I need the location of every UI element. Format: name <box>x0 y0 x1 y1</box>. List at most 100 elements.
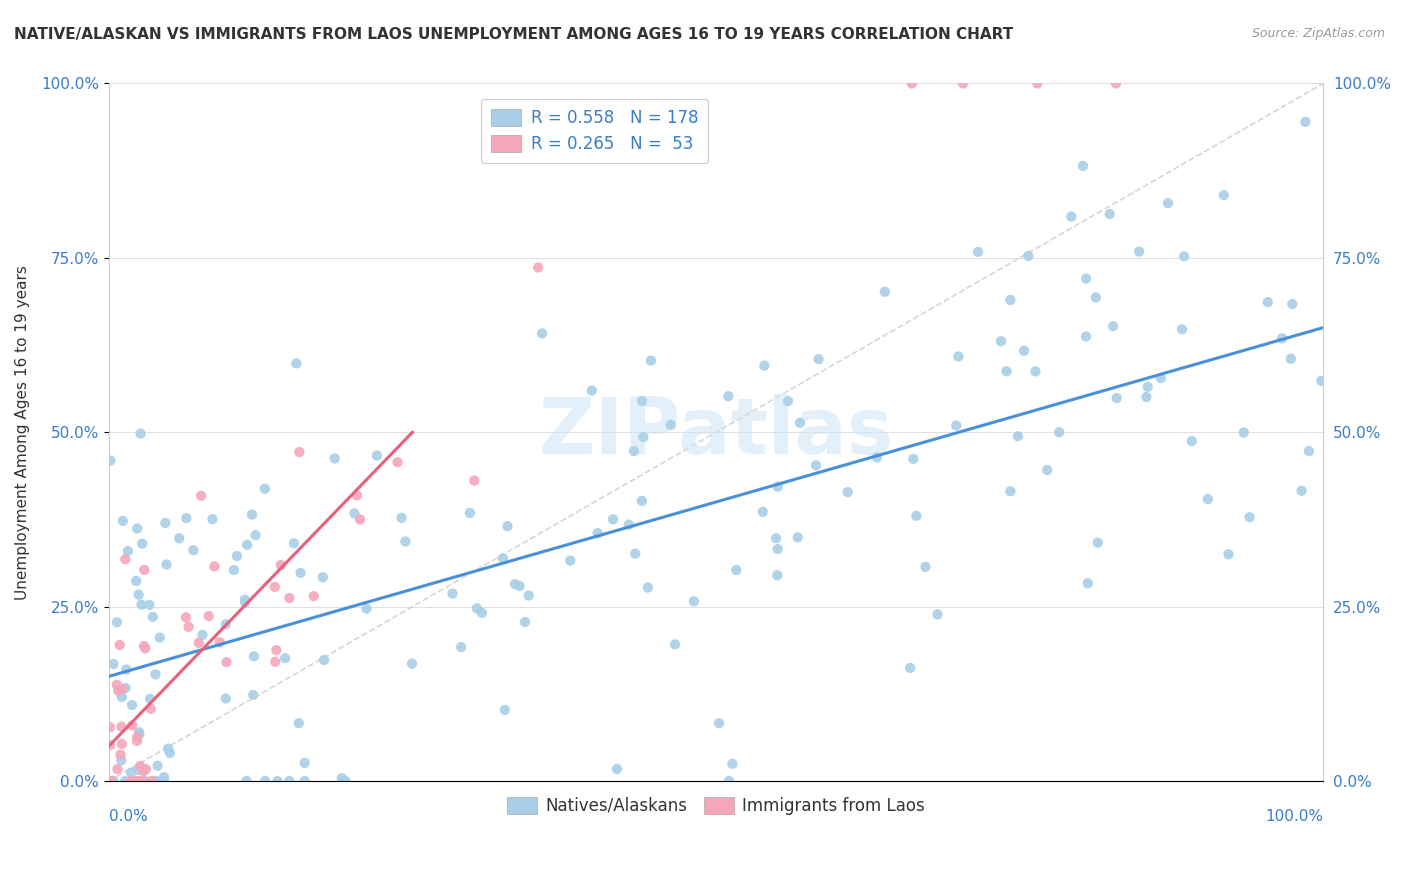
Point <box>264 655 287 669</box>
Point <box>127 763 149 777</box>
Point <box>134 774 156 789</box>
Point <box>1047 425 1070 440</box>
Point <box>288 716 311 731</box>
Point <box>285 356 308 370</box>
Point <box>1291 483 1313 498</box>
Point <box>146 758 169 772</box>
Point <box>1105 77 1128 91</box>
Point <box>235 774 257 789</box>
Point <box>945 418 967 433</box>
Point <box>215 617 238 632</box>
Point <box>283 536 305 550</box>
Point <box>1281 297 1303 311</box>
Point <box>776 394 799 409</box>
Point <box>128 588 150 602</box>
Point <box>135 762 157 776</box>
Point <box>98 774 121 789</box>
Point <box>215 691 238 706</box>
Point <box>110 753 132 767</box>
Point <box>1017 249 1039 263</box>
Point <box>131 598 153 612</box>
Point <box>132 764 155 779</box>
Point <box>134 563 156 577</box>
Point <box>121 718 143 732</box>
Point <box>131 774 153 789</box>
Point <box>100 774 122 789</box>
Point <box>602 512 624 526</box>
Legend: Natives/Alaskans, Immigrants from Laos: Natives/Alaskans, Immigrants from Laos <box>501 790 932 822</box>
Point <box>114 681 136 695</box>
Point <box>1000 484 1022 499</box>
Point <box>391 511 413 525</box>
Point <box>707 716 730 731</box>
Point <box>101 774 124 789</box>
Point <box>141 774 163 789</box>
Point <box>98 453 121 467</box>
Point <box>471 606 494 620</box>
Point <box>240 508 263 522</box>
Point <box>346 488 368 502</box>
Y-axis label: Unemployment Among Ages 16 to 19 years: Unemployment Among Ages 16 to 19 years <box>15 265 30 599</box>
Point <box>124 774 146 789</box>
Point <box>1071 159 1094 173</box>
Point <box>513 615 536 629</box>
Point <box>517 589 540 603</box>
Point <box>111 737 134 751</box>
Point <box>990 334 1012 349</box>
Point <box>356 601 378 615</box>
Point <box>111 681 134 696</box>
Point <box>1074 329 1097 343</box>
Text: Source: ZipAtlas.com: Source: ZipAtlas.com <box>1251 27 1385 40</box>
Point <box>191 628 214 642</box>
Point <box>1239 510 1261 524</box>
Point <box>1128 244 1150 259</box>
Point <box>153 770 176 784</box>
Point <box>967 244 990 259</box>
Point <box>177 620 200 634</box>
Point <box>901 77 924 91</box>
Point <box>155 558 177 572</box>
Point <box>903 451 925 466</box>
Point <box>905 508 928 523</box>
Point <box>266 774 288 789</box>
Point <box>312 570 335 584</box>
Point <box>496 519 519 533</box>
Point <box>1077 576 1099 591</box>
Point <box>155 516 177 530</box>
Point <box>494 703 516 717</box>
Point <box>242 688 264 702</box>
Text: 100.0%: 100.0% <box>1265 809 1323 824</box>
Point <box>128 774 150 789</box>
Point <box>159 746 181 760</box>
Point <box>233 596 256 610</box>
Point <box>233 592 256 607</box>
Point <box>302 589 325 603</box>
Point <box>139 702 162 716</box>
Point <box>190 489 212 503</box>
Point <box>581 384 603 398</box>
Point <box>1076 271 1098 285</box>
Point <box>807 352 830 367</box>
Point <box>725 563 748 577</box>
Point <box>254 774 277 789</box>
Point <box>120 765 142 780</box>
Point <box>245 528 267 542</box>
Point <box>243 649 266 664</box>
Point <box>103 657 125 671</box>
Point <box>1007 429 1029 443</box>
Point <box>751 505 773 519</box>
Point <box>640 353 662 368</box>
Point <box>1084 290 1107 304</box>
Point <box>226 549 249 563</box>
Point <box>108 638 131 652</box>
Point <box>236 538 259 552</box>
Point <box>441 586 464 600</box>
Point <box>1036 463 1059 477</box>
Point <box>127 734 149 748</box>
Point <box>631 494 654 508</box>
Point <box>633 430 655 444</box>
Point <box>274 651 297 665</box>
Point <box>1173 249 1195 263</box>
Point <box>120 774 142 789</box>
Point <box>1298 444 1320 458</box>
